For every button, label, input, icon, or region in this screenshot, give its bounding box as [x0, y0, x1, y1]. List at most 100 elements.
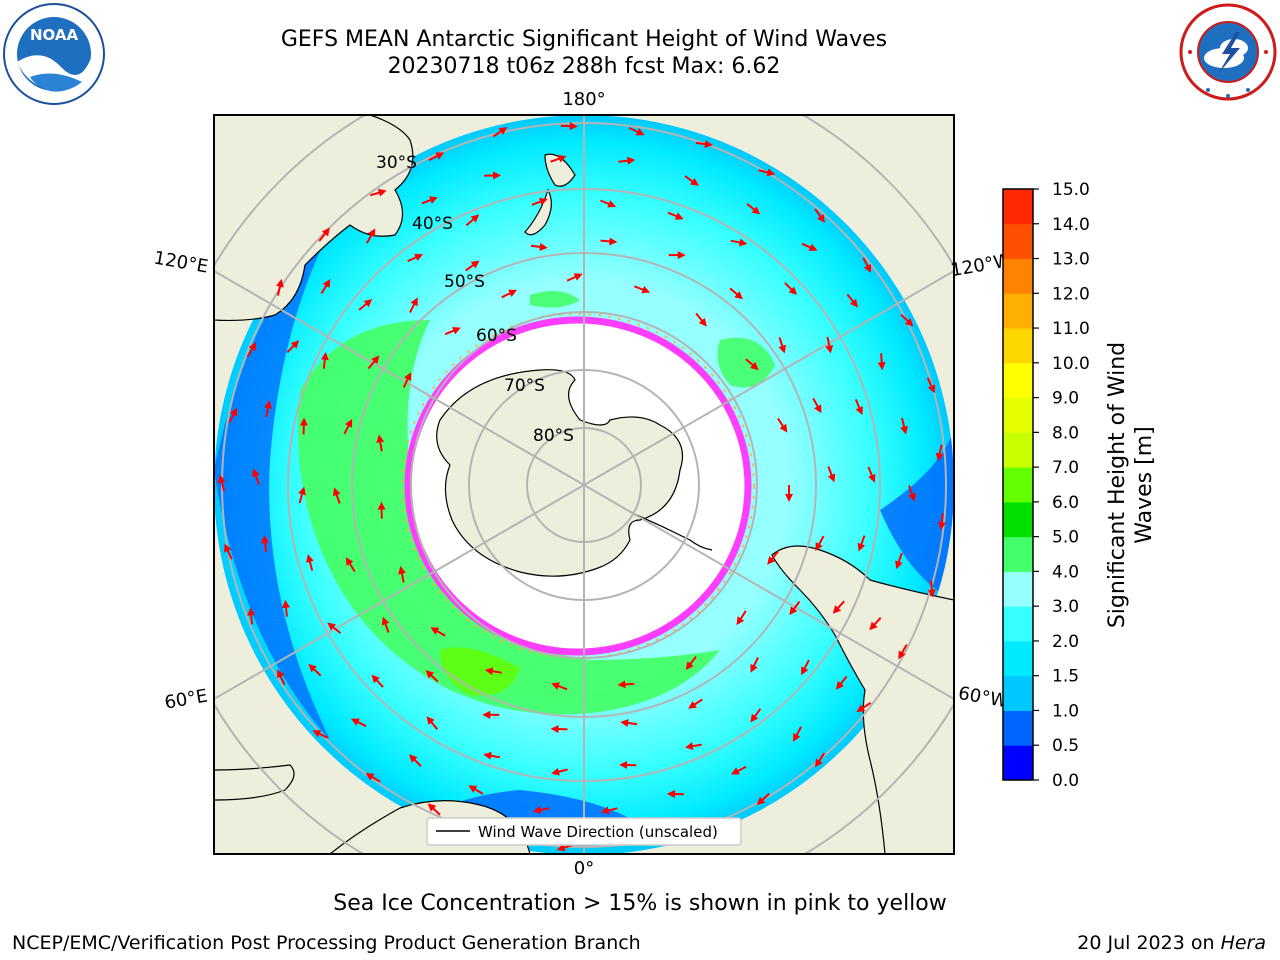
wave-direction-arrow — [620, 719, 638, 727]
colorbar-tick-label: 0.0 — [1052, 771, 1079, 791]
wave-direction-arrow — [756, 792, 770, 806]
colorbar-band — [1003, 189, 1033, 225]
wave-direction-arrow — [407, 253, 424, 263]
wave-direction-arrow — [332, 487, 341, 504]
colorbar-tick-label: 9.0 — [1052, 389, 1079, 409]
wave-direction-arrow — [745, 358, 759, 371]
wave-direction-arrow — [815, 535, 825, 552]
wave-direction-arrow — [856, 701, 872, 713]
wave-direction-arrow — [854, 399, 863, 416]
machine-name: Hera — [1220, 932, 1266, 954]
wave-direction-arrow — [560, 122, 578, 131]
legend-label: Wind Wave Direction (unscaled) — [478, 823, 718, 841]
wave-direction-arrow — [900, 313, 914, 327]
wave-direction-arrow — [427, 803, 441, 816]
colorbar-tick-label: 11.0 — [1052, 319, 1090, 339]
colorbar-label-line2: Waves [m] — [1132, 426, 1157, 543]
colorbar-tick-label: 10.0 — [1052, 354, 1090, 374]
colorbar-band — [1003, 258, 1033, 294]
wave-direction-arrow — [381, 616, 390, 633]
wave-direction-arrow — [421, 196, 438, 205]
sea-ice-note: Sea Ice Concentration > 15% is shown in … — [333, 891, 947, 916]
wave-direction-arrow — [926, 377, 936, 394]
colorbar-band — [1003, 501, 1033, 538]
low-wave-region-east — [880, 430, 954, 600]
colorbar-band — [1003, 571, 1033, 607]
wave-direction-arrow — [532, 806, 550, 814]
wave-direction-arrow — [484, 667, 502, 676]
colorbar-band — [1003, 397, 1033, 433]
wave-direction-arrow — [371, 674, 384, 688]
wave-direction-arrow — [927, 580, 936, 598]
wave-direction-arrow — [684, 742, 702, 751]
wave-direction-arrow — [550, 725, 568, 734]
wave-direction-arrow — [667, 211, 684, 220]
wave-direction-arrow — [801, 659, 810, 676]
map-frame — [213, 114, 955, 855]
wind-wave-arrows — [217, 122, 946, 852]
lat-label-70s: 70°S — [504, 376, 545, 396]
colorbar-tick-label: 15.0 — [1052, 180, 1090, 200]
wave-direction-arrow — [793, 726, 802, 742]
wave-direction-arrow — [320, 351, 329, 369]
wave-direction-arrow — [286, 340, 300, 353]
wave-direction-arrow — [551, 767, 568, 776]
colorbar-band — [1003, 640, 1033, 677]
wave-direction-arrow — [277, 669, 286, 686]
wave-direction-arrow — [688, 698, 703, 709]
wave-direction-arrow — [617, 680, 635, 689]
wave-direction-arrow — [832, 600, 845, 614]
colorbar-tick-label: 2.0 — [1052, 632, 1079, 652]
wave-direction-arrow — [566, 273, 583, 282]
wave-direction-arrow — [825, 336, 834, 354]
wave-direction-arrow — [750, 657, 759, 673]
colorbar-band — [1003, 362, 1033, 399]
credit-text: NCEP/EMC/Verification Post Processing Pr… — [12, 932, 641, 954]
wave-direction-arrow — [276, 278, 284, 296]
lat-label-40s: 40°S — [412, 214, 453, 234]
colorbar-tick-label: 14.0 — [1052, 215, 1090, 235]
wave-maximum-area — [440, 647, 520, 696]
wave-direction-arrow — [600, 199, 617, 208]
wave-direction-arrow — [425, 670, 439, 683]
wave-direction-arrow — [767, 550, 779, 565]
wave-direction-arrow — [398, 565, 406, 583]
wave-direction-arrow — [282, 599, 290, 617]
colorbar-band — [1003, 606, 1033, 642]
wave-direction-arrow — [428, 152, 445, 161]
wave-direction-arrow — [468, 785, 484, 795]
wave-direction-arrow — [551, 682, 568, 691]
wave-direction-arrow — [492, 127, 508, 138]
wave-direction-arrow — [789, 600, 801, 616]
colorbar-tick-label: 12.0 — [1052, 284, 1090, 304]
wave-direction-arrow — [298, 486, 306, 504]
wave-direction-arrow — [729, 287, 743, 300]
colorbar-tick-label: 7.0 — [1052, 458, 1079, 478]
wave-direction-arrow — [247, 607, 256, 625]
colorbar-tick-label: 4.0 — [1052, 562, 1079, 582]
colorbar-band — [1003, 432, 1033, 468]
colorbar: 0.0 0.5 1.0 1.5 2.0 3.0 4.0 5.0 6.0 7.0 8.0 9.0 10.0… — [1002, 180, 1090, 791]
wave-direction-arrow — [366, 228, 376, 244]
wave-direction-arrow — [869, 617, 882, 631]
wave-direction-arrow — [246, 342, 257, 358]
colorbar-band — [1003, 293, 1033, 329]
wave-direction-arrow — [618, 156, 636, 165]
lon-label-60e: 60°E — [163, 685, 209, 713]
date-stamp: 20 Jul 2023 on Hera — [1077, 932, 1266, 954]
wave-direction-arrow — [550, 154, 567, 163]
colorbar-band — [1003, 536, 1033, 572]
wave-direction-arrow — [264, 400, 272, 418]
wave-direction-arrow — [345, 557, 356, 573]
wave-direction-arrow — [877, 353, 886, 371]
moderate-wave-belt — [298, 320, 720, 715]
colorbar-band — [1003, 675, 1033, 711]
colorbar-tick-label: 13.0 — [1052, 250, 1090, 270]
wave-direction-arrow — [801, 242, 818, 252]
colorbar-tick-label: 8.0 — [1052, 423, 1079, 443]
lat-label-60s: 60°S — [476, 326, 517, 346]
wave-direction-arrow — [408, 754, 422, 767]
wave-direction-arrow — [736, 610, 747, 626]
noaa-logo: NOAA — [3, 3, 105, 105]
wave-direction-arrow — [730, 238, 748, 247]
